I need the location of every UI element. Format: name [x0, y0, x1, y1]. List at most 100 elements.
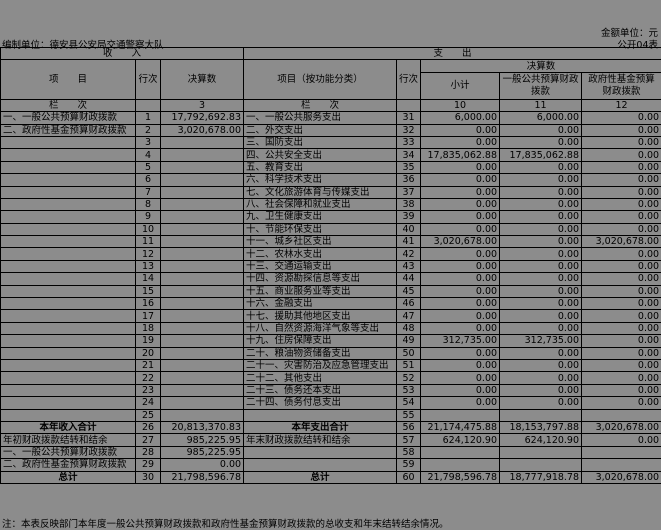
cell: 47: [397, 310, 421, 322]
cell: 0.00: [582, 298, 661, 310]
cell: [161, 161, 244, 173]
cell: 一、一般公共预算财政拨款: [1, 112, 136, 124]
header-cell: 决算数: [421, 60, 661, 72]
cell: 985,225.95: [161, 434, 244, 446]
cell: [1, 260, 136, 272]
cell: 0.00: [421, 273, 500, 285]
cell: [1, 335, 136, 347]
cell: [1, 310, 136, 322]
table: 收 入支 出 项 目 行次 决算数 项目（按功能分类） 行次 决算数 小计 一般…: [0, 47, 661, 484]
cell: 年初财政拨款结转和结余: [1, 434, 136, 446]
cell: [161, 136, 244, 148]
cell: [161, 174, 244, 186]
header-cell: 项 目: [1, 60, 136, 99]
cell: 十八、自然资源海洋气象等支出: [244, 322, 397, 334]
cell: 十九、住房保障支出: [244, 335, 397, 347]
header-cell: 11: [500, 99, 582, 111]
header-cell: 收 入: [1, 48, 244, 60]
cell: 0.00: [582, 161, 661, 173]
cell: 三、国防支出: [244, 136, 397, 148]
cell: 312,735.00: [421, 335, 500, 347]
header-cell: 栏 次: [244, 99, 397, 111]
cell: [1, 273, 136, 285]
cell: 0.00: [582, 223, 661, 235]
cell: 0.00: [421, 310, 500, 322]
cell: [1, 409, 136, 421]
header-cell: [136, 99, 161, 111]
cell: 十一、城乡社区支出: [244, 236, 397, 248]
cell: 44: [397, 273, 421, 285]
cell: 18,777,918.78: [500, 471, 582, 483]
cell: 0.00: [582, 186, 661, 198]
footnote: 注：本表反映部门本年度一般公共预算财政拨款和政府性基金预算财政拨款的总收支和年末…: [2, 516, 449, 530]
cell: [582, 409, 661, 421]
cell: 0.00: [582, 359, 661, 371]
cell: 15: [136, 285, 161, 297]
cell: 24: [136, 397, 161, 409]
cell: 34: [397, 149, 421, 161]
header-cell: 政府性基金预算财政拨款: [582, 72, 661, 99]
cell: 0.00: [582, 248, 661, 260]
header-cell: 3: [161, 99, 244, 111]
header-cell: 栏 次: [1, 99, 136, 111]
cell: 二十、粮油物资储备支出: [244, 347, 397, 359]
cell: 二十一、灾害防治及应急管理支出: [244, 359, 397, 371]
cell: 18,153,797.88: [500, 421, 582, 433]
cell: 0.00: [500, 186, 582, 198]
header-cell: 项目（按功能分类）: [244, 60, 397, 99]
cell: 54: [397, 397, 421, 409]
cell: 31: [397, 112, 421, 124]
cell: 0.00: [421, 397, 500, 409]
cell: 53: [397, 384, 421, 396]
cell: 48: [397, 322, 421, 334]
cell: 55: [397, 409, 421, 421]
cell: 50: [397, 347, 421, 359]
cell: [161, 310, 244, 322]
cell: 33: [397, 136, 421, 148]
cell: 一、一般公共服务支出: [244, 112, 397, 124]
cell: 0.00: [582, 285, 661, 297]
cell: 0.00: [161, 459, 244, 471]
cell: [244, 409, 397, 421]
cell: [1, 174, 136, 186]
cell: [161, 335, 244, 347]
cell: [1, 248, 136, 260]
cell: 3,020,678.00: [582, 236, 661, 248]
cell: 0.00: [582, 174, 661, 186]
cell: [161, 211, 244, 223]
cell: 37: [397, 186, 421, 198]
cell: 0.00: [500, 310, 582, 322]
cell: 0.00: [421, 260, 500, 272]
cell: 0.00: [500, 198, 582, 210]
cell: [1, 198, 136, 210]
cell: 0.00: [582, 149, 661, 161]
cell: 21,174,475.88: [421, 421, 500, 433]
cell: [1, 211, 136, 223]
cell: 六、科学技术支出: [244, 174, 397, 186]
cell: 0.00: [500, 347, 582, 359]
cell: [500, 409, 582, 421]
cell: 五、教育支出: [244, 161, 397, 173]
cell: 0.00: [421, 186, 500, 198]
cell: 29: [136, 459, 161, 471]
cell: 七、文化旅游体育与传媒支出: [244, 186, 397, 198]
cell: [1, 149, 136, 161]
cell: 8: [136, 198, 161, 210]
cell: [582, 446, 661, 458]
cell: 0.00: [421, 384, 500, 396]
cell: 0.00: [500, 124, 582, 136]
cell: 十六、金融支出: [244, 298, 397, 310]
cell: 0.00: [500, 298, 582, 310]
header-cell: 12: [582, 99, 661, 111]
cell: 2: [136, 124, 161, 136]
cell: 20: [136, 347, 161, 359]
